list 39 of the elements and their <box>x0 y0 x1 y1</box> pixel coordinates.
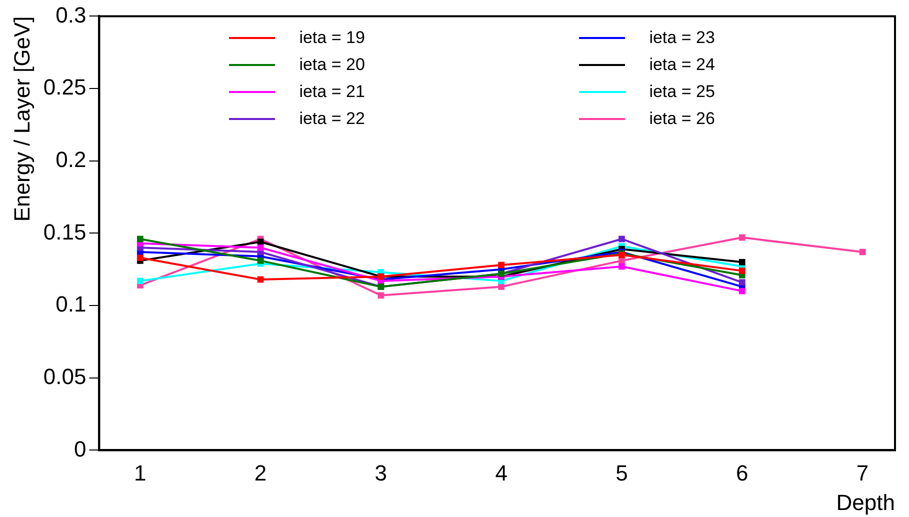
y-tick-label: 0.1 <box>56 292 86 317</box>
point <box>618 236 625 242</box>
point <box>738 279 746 286</box>
point <box>738 268 746 274</box>
y-tick-label: 0 <box>74 436 86 462</box>
y-tick-label: 0.2 <box>56 146 86 172</box>
point <box>378 292 384 299</box>
y-tick-label: 0.05 <box>43 364 86 389</box>
x-tick-label: 7 <box>856 460 869 486</box>
point <box>136 254 144 261</box>
point <box>738 258 746 266</box>
point <box>136 278 144 284</box>
y-tick-label: 0.15 <box>43 219 86 244</box>
point <box>136 236 144 242</box>
point <box>738 234 746 241</box>
point <box>738 288 746 294</box>
y-tick-label: 0.3 <box>56 2 86 28</box>
legend-label: ieta = 21 <box>299 82 365 102</box>
y-tick-label: 0.25 <box>43 74 86 100</box>
point <box>498 262 505 268</box>
x-tick-label: 4 <box>495 460 508 486</box>
legend-label: ieta = 22 <box>299 108 365 129</box>
legend-label: ieta = 26 <box>649 108 715 129</box>
x-tick-label: 6 <box>736 460 748 486</box>
point <box>618 263 625 270</box>
point <box>257 258 264 264</box>
x-tick-label: 1 <box>134 460 146 486</box>
y-axis-title: Energy / Layer [GeV] <box>9 16 34 222</box>
legend-label: ieta = 23 <box>649 28 715 48</box>
x-tick-label: 5 <box>616 460 628 486</box>
point <box>498 284 505 290</box>
legend-label: ieta = 25 <box>649 82 715 102</box>
x-tick-label: 2 <box>254 460 267 486</box>
x-axis-title: Depth <box>836 490 895 515</box>
legend-label: ieta = 20 <box>299 54 365 75</box>
point <box>257 244 264 251</box>
x-tick-label: 3 <box>374 460 388 486</box>
legend-label: ieta = 19 <box>299 28 365 48</box>
legend-label: ieta = 24 <box>649 54 715 75</box>
